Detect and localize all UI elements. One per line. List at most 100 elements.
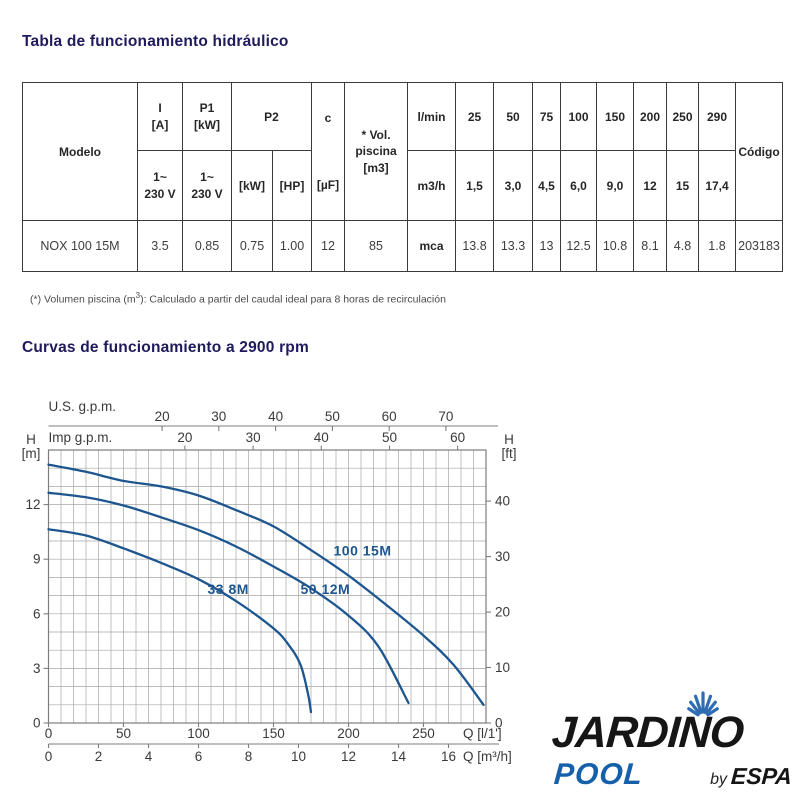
svg-text:50: 50 <box>116 726 131 741</box>
curve-33-8M <box>47 528 313 714</box>
svg-text:12: 12 <box>341 749 356 764</box>
svg-text:33 8M: 33 8M <box>208 581 249 597</box>
value-codigo: 203183 <box>735 220 783 272</box>
vol-line-1: * Vol. <box>361 128 391 143</box>
p1-unit: [kW] <box>194 117 220 132</box>
flow-lmin-100: 100 <box>560 82 597 151</box>
svg-text:40: 40 <box>495 494 510 509</box>
svg-text:H: H <box>26 432 36 447</box>
col-header-capacitor: c [µF] <box>311 82 345 221</box>
value-p2-kw: 0.75 <box>231 220 273 272</box>
svg-text:0: 0 <box>495 716 503 731</box>
svg-text:[m]: [m] <box>22 446 41 461</box>
flow-m3h-5: 9,0 <box>596 150 634 221</box>
mca-50: 13.3 <box>493 220 533 272</box>
svg-text:60: 60 <box>382 409 397 424</box>
svg-text:150: 150 <box>262 726 285 741</box>
grid <box>48 449 487 724</box>
svg-text:Q [l/1']: Q [l/1'] <box>463 726 502 741</box>
flow-m3h-4: 6,0 <box>560 150 597 221</box>
svg-text:6: 6 <box>33 606 41 621</box>
svg-text:10: 10 <box>291 749 306 764</box>
col-header-codigo: Código <box>735 82 783 221</box>
flow-m3h-3: 4,5 <box>532 150 561 221</box>
pool-volume-footnote: (*) Volumen piscina (m3): Calculado a pa… <box>30 291 446 306</box>
hydraulic-performance-table: Modelo I [A] P1 [kW] P2 c [µF] * Vol. pi… <box>22 82 783 272</box>
col-header-pool-volume: * Vol. piscina [m3] <box>344 82 408 221</box>
p1-symbol: P1 <box>199 101 215 116</box>
capacitor-unit: [µF] <box>316 178 340 192</box>
flow-lmin-200: 200 <box>633 82 667 151</box>
mca-250: 4.8 <box>666 220 699 272</box>
col-header-p1: P1 [kW] <box>182 82 232 151</box>
flow-m3h-7: 15 <box>666 150 699 221</box>
value-current: 3.5 <box>137 220 183 272</box>
svg-text:30: 30 <box>246 430 261 445</box>
p2-hp-unit: [HP] <box>272 150 312 221</box>
svg-text:0: 0 <box>45 749 53 764</box>
flow-lmin-label: l/min <box>407 82 456 151</box>
axis-ticks <box>43 425 499 748</box>
svg-text:0: 0 <box>45 726 53 741</box>
svg-text:H: H <box>504 432 514 447</box>
svg-text:9: 9 <box>33 552 41 567</box>
value-p1: 0.85 <box>182 220 232 272</box>
svg-text:U.S. g.p.m.: U.S. g.p.m. <box>49 399 117 414</box>
mca-100: 12.5 <box>560 220 597 272</box>
value-p2-hp: 1.00 <box>272 220 312 272</box>
mca-75: 13 <box>532 220 561 272</box>
hydraulic-table-title: Tabla de funcionamiento hidráulico <box>22 33 289 50</box>
svg-text:40: 40 <box>268 409 283 424</box>
mca-150: 10.8 <box>596 220 634 272</box>
col-header-current: I [A] <box>137 82 183 151</box>
table-row: NOX 100 15M 3.5 0.85 0.75 1.00 12 85 mca… <box>22 220 783 272</box>
flow-m3h-2: 3,0 <box>493 150 533 221</box>
logo-pool-text: POOL <box>552 758 645 791</box>
logo-espa-text: ESPA <box>730 763 793 789</box>
row-unit-mca: mca <box>407 220 456 272</box>
svg-text:250: 250 <box>412 726 435 741</box>
logo-brand-text: JARDINO <box>550 708 745 757</box>
svg-text:20: 20 <box>495 605 510 620</box>
model-name: NOX 100 15M <box>22 220 138 272</box>
col-header-p2: P2 <box>231 82 312 151</box>
current-symbol: I <box>158 101 162 116</box>
svg-text:20: 20 <box>177 430 192 445</box>
svg-text:50: 50 <box>382 430 397 445</box>
flow-m3h-label: m3/h <box>407 150 456 221</box>
flow-m3h-6: 12 <box>633 150 667 221</box>
svg-text:6: 6 <box>195 749 203 764</box>
mca-290: 1.8 <box>698 220 736 272</box>
mca-200: 8.1 <box>633 220 667 272</box>
svg-text:4: 4 <box>145 749 153 764</box>
curve-100-15M <box>47 463 485 706</box>
logo-by-text: by <box>710 771 728 788</box>
svg-text:50: 50 <box>325 409 340 424</box>
flow-lmin-290: 290 <box>698 82 736 151</box>
svg-text:60: 60 <box>450 430 465 445</box>
current-unit: [A] <box>151 117 169 132</box>
svg-text:Q [m³/h]: Q [m³/h] <box>463 749 512 764</box>
svg-text:50 12M: 50 12M <box>301 581 351 597</box>
svg-text:3: 3 <box>33 661 41 676</box>
curves-title: Curvas de funcionamiento a 2900 rpm <box>22 339 309 356</box>
svg-text:8: 8 <box>245 749 253 764</box>
value-capacitor: 12 <box>311 220 345 272</box>
col-header-modelo: Modelo <box>22 82 138 221</box>
vol-line-2: piscina <box>355 144 397 159</box>
value-pool-volume: 85 <box>344 220 408 272</box>
flow-m3h-8: 17,4 <box>698 150 736 221</box>
svg-text:100 15M: 100 15M <box>334 543 392 559</box>
flow-lmin-50: 50 <box>493 82 533 151</box>
curve-50-12M <box>47 491 410 705</box>
svg-text:0: 0 <box>33 716 41 731</box>
water-spray-icon <box>687 691 719 717</box>
flow-m3h-1: 1,5 <box>455 150 494 221</box>
svg-text:10: 10 <box>495 660 510 675</box>
flow-lmin-75: 75 <box>532 82 561 151</box>
p1-voltage: 1~ 230 V <box>182 150 232 221</box>
svg-text:16: 16 <box>441 749 456 764</box>
svg-text:200: 200 <box>337 726 360 741</box>
